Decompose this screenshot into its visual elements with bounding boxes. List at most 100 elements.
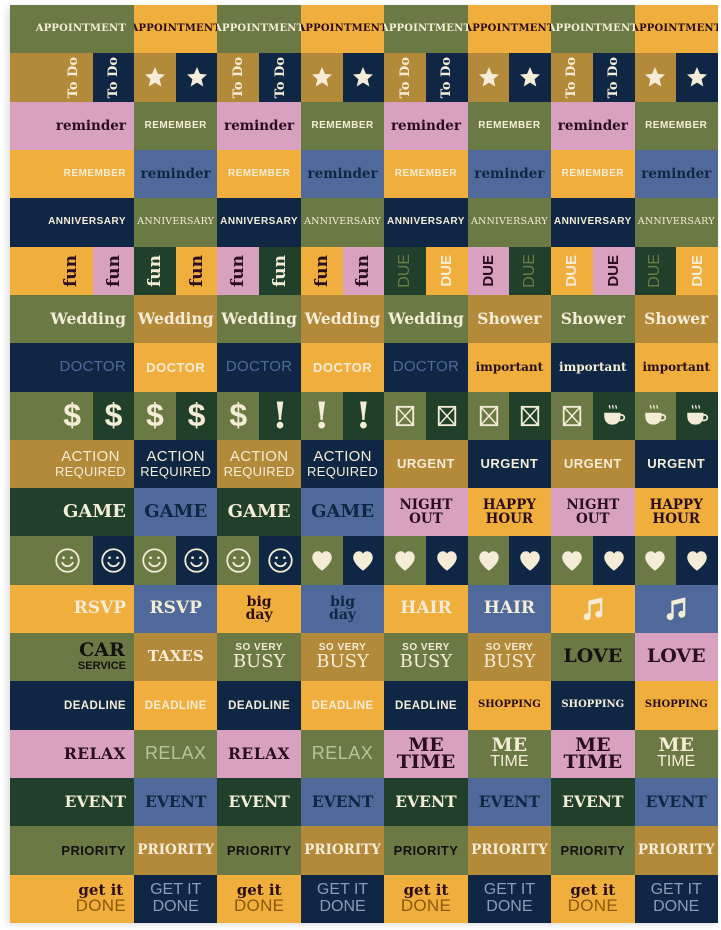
sticker[interactable]: DEADLINE [384, 681, 468, 730]
sticker[interactable]: DUE [467, 246, 510, 295]
sticker[interactable]: Wedding [300, 294, 385, 344]
sticker[interactable]: To Do [10, 53, 93, 102]
sticker[interactable]: EVENT [10, 778, 134, 827]
sticker[interactable]: Wedding [10, 294, 134, 344]
sticker[interactable]: reminder [634, 149, 718, 199]
sticker[interactable]: DEADLINE [10, 681, 134, 730]
sticker[interactable] [634, 53, 677, 102]
sticker[interactable]: EVENT [384, 778, 468, 827]
sticker[interactable]: reminder [300, 149, 385, 199]
sticker[interactable]: URGENT [634, 439, 718, 489]
sticker[interactable]: APPOINTMENT [634, 5, 718, 54]
sticker[interactable]: To Do [425, 53, 468, 102]
sticker[interactable] [592, 536, 635, 585]
sticker[interactable]: HAPPY HOUR [634, 488, 718, 537]
sticker[interactable] [509, 391, 552, 440]
sticker[interactable]: ME TIME [551, 729, 635, 778]
sticker[interactable]: DUE [676, 246, 718, 295]
sticker[interactable]: fun [300, 246, 343, 295]
sticker[interactable]: EVENT [634, 778, 718, 827]
sticker[interactable]: ! [342, 391, 385, 440]
sticker[interactable]: ANNIVERSARY [300, 198, 385, 247]
sticker[interactable]: DUE [551, 246, 593, 295]
sticker[interactable]: reminder [384, 101, 468, 150]
sticker[interactable]: URGENT [384, 439, 468, 489]
sticker[interactable]: To Do [259, 53, 301, 102]
sticker[interactable]: RELAX [300, 729, 385, 778]
sticker[interactable]: PRIORITY [300, 826, 385, 875]
sticker[interactable]: EVENT [467, 778, 552, 827]
sticker[interactable]: SHOPPING [551, 681, 635, 730]
sticker[interactable]: DUE [509, 246, 552, 295]
sticker[interactable]: Wedding [217, 294, 301, 344]
sticker[interactable]: SHOPPING [634, 681, 718, 730]
sticker[interactable] [551, 391, 593, 440]
sticker[interactable]: APPOINTMENT [217, 5, 301, 54]
sticker[interactable]: URGENT [467, 439, 552, 489]
sticker[interactable]: important [551, 343, 635, 392]
sticker[interactable] [676, 53, 718, 102]
sticker[interactable]: DUE [425, 246, 468, 295]
sticker[interactable]: PRIORITY [634, 826, 718, 875]
sticker[interactable]: fun [134, 246, 176, 295]
sticker[interactable]: get it DONE [10, 874, 134, 923]
sticker[interactable] [634, 584, 718, 634]
sticker[interactable]: ANNIVERSARY [467, 198, 552, 247]
sticker[interactable]: DOCTOR [384, 343, 468, 392]
sticker[interactable]: ANNIVERSARY [217, 198, 301, 247]
sticker[interactable]: HAIR [467, 584, 552, 634]
sticker[interactable] [300, 536, 343, 585]
sticker[interactable]: REMEMBER [300, 101, 385, 150]
sticker[interactable]: $ [217, 391, 260, 440]
sticker[interactable]: DUE [384, 246, 426, 295]
sticker[interactable] [175, 536, 218, 585]
sticker[interactable]: EVENT [551, 778, 635, 827]
sticker[interactable]: LOVE [634, 633, 718, 682]
sticker[interactable]: ANNIVERSARY [134, 198, 218, 247]
sticker[interactable]: fun [217, 246, 260, 295]
sticker[interactable]: PRIORITY [10, 826, 134, 875]
sticker[interactable]: SO VERY BUSY [467, 633, 552, 682]
sticker[interactable]: REMEMBER [217, 149, 301, 199]
sticker[interactable]: big day [300, 584, 385, 634]
sticker[interactable] [551, 536, 593, 585]
sticker[interactable] [217, 536, 260, 585]
sticker[interactable]: RELAX [134, 729, 218, 778]
sticker[interactable]: EVENT [300, 778, 385, 827]
sticker[interactable]: GAME [134, 488, 218, 537]
sticker[interactable]: PRIORITY [551, 826, 635, 875]
sticker[interactable]: get it DONE [551, 874, 635, 923]
sticker[interactable] [259, 536, 301, 585]
sticker[interactable]: fun [175, 246, 218, 295]
sticker[interactable]: REMEMBER [134, 101, 218, 150]
sticker[interactable]: ! [259, 391, 301, 440]
sticker[interactable]: reminder [467, 149, 552, 199]
sticker[interactable]: DOCTOR [10, 343, 134, 392]
sticker[interactable]: big day [217, 584, 301, 634]
sticker[interactable]: DOCTOR [134, 343, 218, 392]
sticker[interactable] [551, 584, 635, 634]
sticker[interactable]: DEADLINE [300, 681, 385, 730]
sticker[interactable]: reminder [551, 101, 635, 150]
sticker[interactable]: Shower [467, 294, 552, 344]
sticker[interactable]: Wedding [134, 294, 218, 344]
sticker[interactable]: PRIORITY [384, 826, 468, 875]
sticker[interactable]: important [634, 343, 718, 392]
sticker[interactable] [384, 536, 426, 585]
sticker[interactable] [467, 391, 510, 440]
sticker[interactable]: REMEMBER [384, 149, 468, 199]
sticker[interactable] [342, 536, 385, 585]
sticker[interactable]: HAIR [384, 584, 468, 634]
sticker[interactable]: ANNIVERSARY [634, 198, 718, 247]
sticker[interactable]: To Do [592, 53, 635, 102]
sticker[interactable]: PRIORITY [134, 826, 218, 875]
sticker[interactable]: SO VERY BUSY [217, 633, 301, 682]
sticker[interactable] [134, 536, 176, 585]
sticker[interactable]: GET IT DONE [634, 874, 718, 923]
sticker[interactable]: APPOINTMENT [134, 5, 218, 54]
sticker[interactable]: $ [10, 391, 93, 440]
sticker[interactable]: DEADLINE [217, 681, 301, 730]
sticker[interactable]: RSVP [10, 584, 134, 634]
sticker[interactable] [634, 391, 677, 440]
sticker[interactable]: GAME [300, 488, 385, 537]
